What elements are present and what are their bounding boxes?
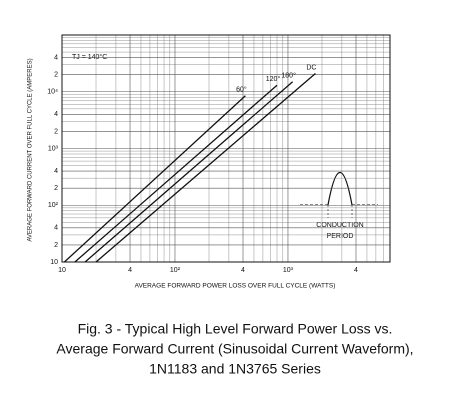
annotation: TJ = 140°C bbox=[72, 53, 107, 61]
y-tick-label: 10⁴ bbox=[47, 89, 58, 96]
line bbox=[63, 95, 246, 263]
annotation: PERIOD bbox=[327, 233, 354, 240]
y-tick-label: 10³ bbox=[48, 145, 59, 152]
series-label: 180° bbox=[281, 72, 296, 80]
caption: Fig. 3 - Typical High Level Forward Powe… bbox=[78, 321, 393, 337]
series-label: DC bbox=[306, 64, 316, 71]
waveform-inset bbox=[300, 171, 378, 218]
x-tick-label: 4 bbox=[354, 267, 358, 274]
line bbox=[84, 81, 294, 263]
y-tick-label: 2 bbox=[54, 242, 58, 249]
series-label: 120° bbox=[266, 75, 281, 83]
x-axis-label: AVERAGE FORWARD POWER LOSS OVER FULL CYC… bbox=[135, 283, 336, 290]
line bbox=[74, 84, 278, 263]
y-axis-label: AVERAGE FORWARD CURRENT OVER FULL CYCLE … bbox=[28, 58, 34, 241]
caption: Average Forward Current (Sinusoidal Curr… bbox=[56, 341, 413, 357]
y-tick-label: 4 bbox=[54, 54, 58, 61]
annotation: CONDUCTION bbox=[316, 222, 363, 229]
y-tick-label: 4 bbox=[54, 225, 58, 232]
x-tick-label: 4 bbox=[128, 267, 132, 274]
y-tick-label: 10² bbox=[48, 202, 59, 209]
x-tick-label: 10 bbox=[58, 267, 66, 274]
y-tick-label: 2 bbox=[54, 128, 58, 135]
y-tick-label: 4 bbox=[54, 111, 58, 118]
x-tick-label: 10² bbox=[170, 267, 181, 274]
y-tick-label: 10 bbox=[50, 259, 58, 266]
plot-frame bbox=[61, 34, 391, 263]
y-tick-label: 2 bbox=[54, 185, 58, 192]
y-tick-label: 2 bbox=[54, 72, 58, 79]
line bbox=[95, 72, 316, 263]
series-label: 60° bbox=[236, 86, 247, 94]
y-tick-label: 4 bbox=[54, 168, 58, 175]
x-tick-label: 4 bbox=[241, 267, 245, 274]
caption: 1N1183 and 1N3765 Series bbox=[149, 361, 321, 377]
x-tick-label: 10³ bbox=[283, 267, 294, 274]
